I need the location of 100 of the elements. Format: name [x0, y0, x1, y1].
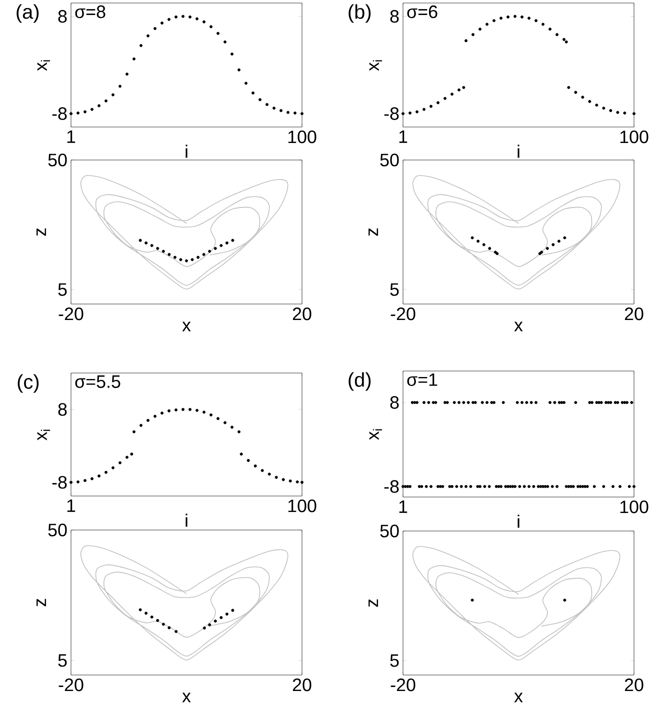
point [150, 616, 154, 619]
x-tick-label: 20 [624, 678, 644, 692]
point [214, 620, 217, 623]
point [230, 426, 234, 429]
point [182, 14, 184, 18]
y-axis-title: z [36, 598, 46, 606]
point [210, 25, 212, 28]
point [162, 250, 165, 253]
line-series [80, 546, 288, 660]
point [98, 474, 100, 478]
y-tick-label: 50 [380, 154, 399, 166]
y-tick-label: 8 [390, 396, 399, 409]
point [266, 103, 268, 106]
point [268, 472, 271, 476]
x-axis-title: x [514, 692, 523, 702]
x-tick-label: 20 [624, 308, 644, 320]
point [196, 256, 200, 259]
y-axis-title: z [36, 228, 46, 236]
x-axis-title: i [518, 144, 520, 158]
point [274, 476, 278, 479]
point [623, 112, 626, 115]
point [154, 27, 156, 30]
point [300, 112, 304, 116]
point [214, 246, 217, 250]
point [160, 412, 164, 415]
point [430, 104, 433, 108]
point [112, 93, 114, 96]
point [156, 246, 160, 250]
point [168, 409, 170, 412]
point [231, 608, 234, 612]
y-tick-label: -8 [384, 107, 399, 120]
point [416, 110, 419, 114]
point [581, 96, 584, 99]
point [258, 98, 262, 102]
point [464, 39, 468, 42]
point [300, 480, 304, 484]
x-axis-title: i [186, 144, 188, 158]
point [156, 618, 160, 622]
point [231, 238, 234, 242]
point [84, 479, 86, 482]
point [132, 57, 136, 60]
point [112, 466, 114, 470]
line-series [412, 546, 620, 660]
point [84, 110, 86, 114]
point [182, 408, 184, 411]
point [118, 461, 122, 464]
point [144, 241, 148, 244]
annotation: σ=6 [407, 5, 438, 18]
point [288, 479, 292, 482]
y-tick-label: 8 [58, 10, 67, 23]
point [154, 414, 156, 418]
point [546, 246, 549, 250]
point [500, 16, 503, 20]
point [76, 112, 80, 115]
y-tick-label: 5 [390, 654, 399, 667]
point [220, 244, 223, 248]
point [528, 16, 531, 20]
point [542, 22, 545, 26]
point [126, 72, 128, 76]
x-tick-label: 100 [620, 500, 648, 514]
point [476, 240, 480, 243]
y-axis-title: x$_{i}$ [369, 60, 382, 71]
point [168, 626, 171, 630]
point [160, 22, 164, 25]
point [130, 452, 134, 456]
point [225, 612, 228, 616]
point [563, 236, 566, 240]
point [496, 252, 499, 256]
x-axis-title: i [186, 514, 188, 527]
x-axis-title: x [182, 322, 191, 332]
point [246, 458, 250, 462]
point [224, 421, 226, 424]
point [462, 86, 466, 89]
point [162, 622, 165, 626]
point [260, 468, 264, 472]
y-tick-label: -8 [384, 480, 399, 493]
x-tick-label: -20 [390, 308, 416, 320]
x-tick-label: 1 [67, 130, 76, 143]
y-axis-title: z [368, 228, 378, 236]
line-series [80, 175, 288, 290]
point [436, 101, 440, 104]
point [567, 86, 570, 89]
annotation: σ=8 [75, 5, 106, 18]
point [506, 15, 510, 18]
y-tick-label: -8 [52, 107, 67, 120]
x-tick-label: 100 [620, 130, 648, 144]
y-tick-label: -8 [52, 476, 67, 489]
point [220, 616, 223, 620]
point [450, 92, 454, 96]
point [514, 14, 517, 18]
point [402, 112, 405, 116]
point [488, 246, 492, 250]
chart-title: (d) [348, 372, 371, 391]
point [230, 52, 234, 56]
point [168, 18, 170, 21]
point [216, 32, 220, 35]
point [422, 108, 426, 111]
y-tick-label: 50 [380, 524, 399, 538]
point [70, 480, 72, 484]
y-tick-label: 5 [58, 283, 67, 296]
